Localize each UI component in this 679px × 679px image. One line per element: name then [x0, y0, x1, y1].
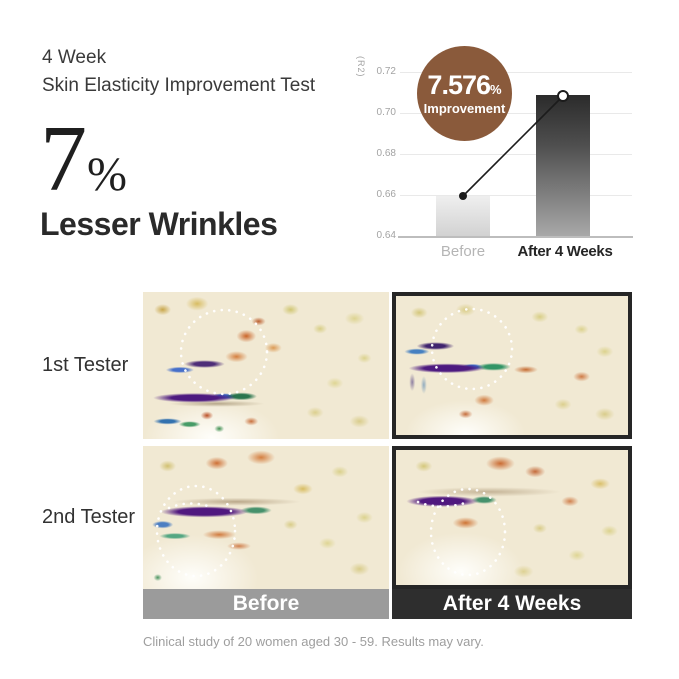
x-label-after: After 4 Weeks: [517, 243, 613, 260]
gridline-066: [400, 195, 632, 196]
gridline-068: [400, 154, 632, 155]
x-label-before: Before: [440, 243, 486, 260]
headline-stat-label: Lesser Wrinkles: [40, 206, 278, 242]
y-tick-072: 0.72: [376, 66, 396, 77]
y-tick-070: 0.70: [376, 107, 396, 118]
trend-start-dot: [459, 192, 467, 200]
test-title-line1: 4 Week: [42, 47, 107, 68]
skin-photo-tester1-after: [392, 292, 632, 439]
trend-end-circle: [557, 90, 569, 102]
after-column-label: After 4 Weeks: [392, 589, 632, 619]
test-title: 4 Week Skin Elasticity Improvement Test: [42, 44, 315, 100]
y-axis-label: (R2): [356, 56, 366, 78]
headline-stat: 7%: [40, 112, 127, 206]
dotted-highlight-circle: [416, 487, 507, 577]
skin-photo-tester2-before: [143, 446, 389, 589]
y-tick-066: 0.66: [376, 189, 396, 200]
gridline-072: [400, 72, 632, 73]
before-column-label: Before: [143, 589, 389, 619]
dotted-highlight-circle: [179, 308, 269, 396]
dotted-streak-trace: [167, 502, 215, 510]
y-tick-064: 0.64: [376, 230, 396, 241]
improvement-percent-sign: %: [490, 82, 502, 97]
skin-photo-tester1-before: [143, 292, 389, 439]
skin-photo-tester2-after: [392, 446, 632, 589]
y-tick-068: 0.68: [376, 148, 396, 159]
bar-before: [436, 196, 490, 236]
improvement-value-text: 7.576: [427, 70, 491, 100]
tester-2-label: 2nd Tester: [42, 506, 136, 528]
clinical-study-caption: Clinical study of 20 women aged 30 - 59.…: [143, 634, 484, 649]
trend-line: [462, 95, 564, 197]
improvement-badge-value: 7.576%: [427, 72, 501, 99]
dotted-highlight-circle: [430, 307, 514, 391]
test-title-line2: Skin Elasticity Improvement Test: [42, 75, 316, 96]
dotted-highlight-circle: [155, 484, 237, 578]
gridline-070: [400, 113, 632, 114]
improvement-badge-label: Improvement: [423, 101, 506, 116]
trend-line-overlay: [459, 90, 569, 200]
bar-after: [536, 95, 590, 236]
headline-stat-value: 7: [40, 107, 87, 211]
tester-1-label: 1st Tester: [42, 354, 129, 376]
x-axis-line: [398, 236, 633, 238]
improvement-badge: 7.576% Improvement: [417, 46, 512, 141]
dotted-streak-trace: [416, 500, 470, 508]
headline-stat-unit: %: [87, 148, 127, 201]
